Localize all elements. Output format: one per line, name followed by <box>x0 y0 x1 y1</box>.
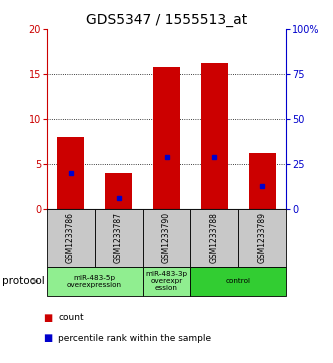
Text: GSM1233790: GSM1233790 <box>162 212 171 263</box>
Text: GDS5347 / 1555513_at: GDS5347 / 1555513_at <box>86 13 247 27</box>
Text: GSM1233789: GSM1233789 <box>258 212 267 263</box>
Bar <box>153 67 180 209</box>
Text: count: count <box>58 313 84 322</box>
Text: GSM1233788: GSM1233788 <box>210 212 219 263</box>
Text: control: control <box>226 278 251 284</box>
Text: miR-483-5p
overexpression: miR-483-5p overexpression <box>67 275 122 288</box>
Text: miR-483-3p
overexpr
ession: miR-483-3p overexpr ession <box>146 271 187 291</box>
Text: protocol: protocol <box>2 276 44 286</box>
Text: GSM1233786: GSM1233786 <box>66 212 75 263</box>
Bar <box>57 137 84 209</box>
Text: ■: ■ <box>43 313 53 323</box>
Bar <box>201 63 228 209</box>
Text: ■: ■ <box>43 333 53 343</box>
Text: GSM1233787: GSM1233787 <box>114 212 123 263</box>
Text: percentile rank within the sample: percentile rank within the sample <box>58 334 211 343</box>
Bar <box>105 173 132 209</box>
Bar <box>249 153 276 209</box>
